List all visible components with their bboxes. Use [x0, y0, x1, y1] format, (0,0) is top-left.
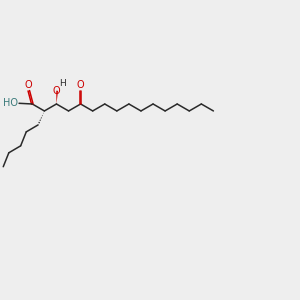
Text: O: O — [25, 80, 33, 90]
Text: H: H — [59, 79, 66, 88]
Text: HO: HO — [3, 98, 18, 108]
Text: O: O — [77, 80, 84, 90]
Polygon shape — [56, 91, 58, 104]
Text: O: O — [52, 86, 60, 96]
